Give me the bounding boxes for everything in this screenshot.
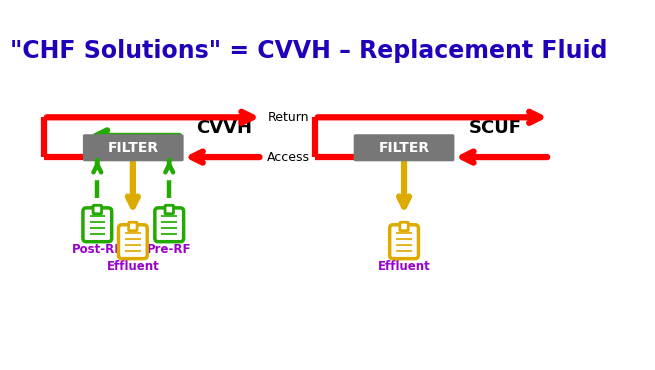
Text: Post-RF: Post-RF (71, 243, 123, 256)
FancyBboxPatch shape (83, 134, 183, 161)
Text: Effluent: Effluent (107, 260, 159, 273)
FancyBboxPatch shape (155, 208, 183, 242)
FancyBboxPatch shape (165, 205, 174, 214)
FancyBboxPatch shape (93, 205, 102, 214)
FancyBboxPatch shape (390, 225, 419, 259)
FancyBboxPatch shape (354, 134, 455, 161)
Text: Return: Return (267, 111, 309, 124)
Text: CVVH: CVVH (196, 119, 252, 137)
FancyBboxPatch shape (119, 225, 147, 259)
Text: Effluent: Effluent (378, 260, 430, 273)
Text: Access: Access (267, 151, 310, 164)
Text: FILTER: FILTER (107, 141, 159, 155)
FancyBboxPatch shape (83, 208, 112, 242)
Text: SCUF: SCUF (468, 119, 521, 137)
Text: Pre-RF: Pre-RF (147, 243, 191, 256)
Text: FILTER: FILTER (379, 141, 430, 155)
FancyBboxPatch shape (400, 222, 408, 231)
Text: "CHF Solutions" = CVVH – Replacement Fluid: "CHF Solutions" = CVVH – Replacement Flu… (10, 38, 608, 63)
FancyBboxPatch shape (128, 222, 137, 231)
